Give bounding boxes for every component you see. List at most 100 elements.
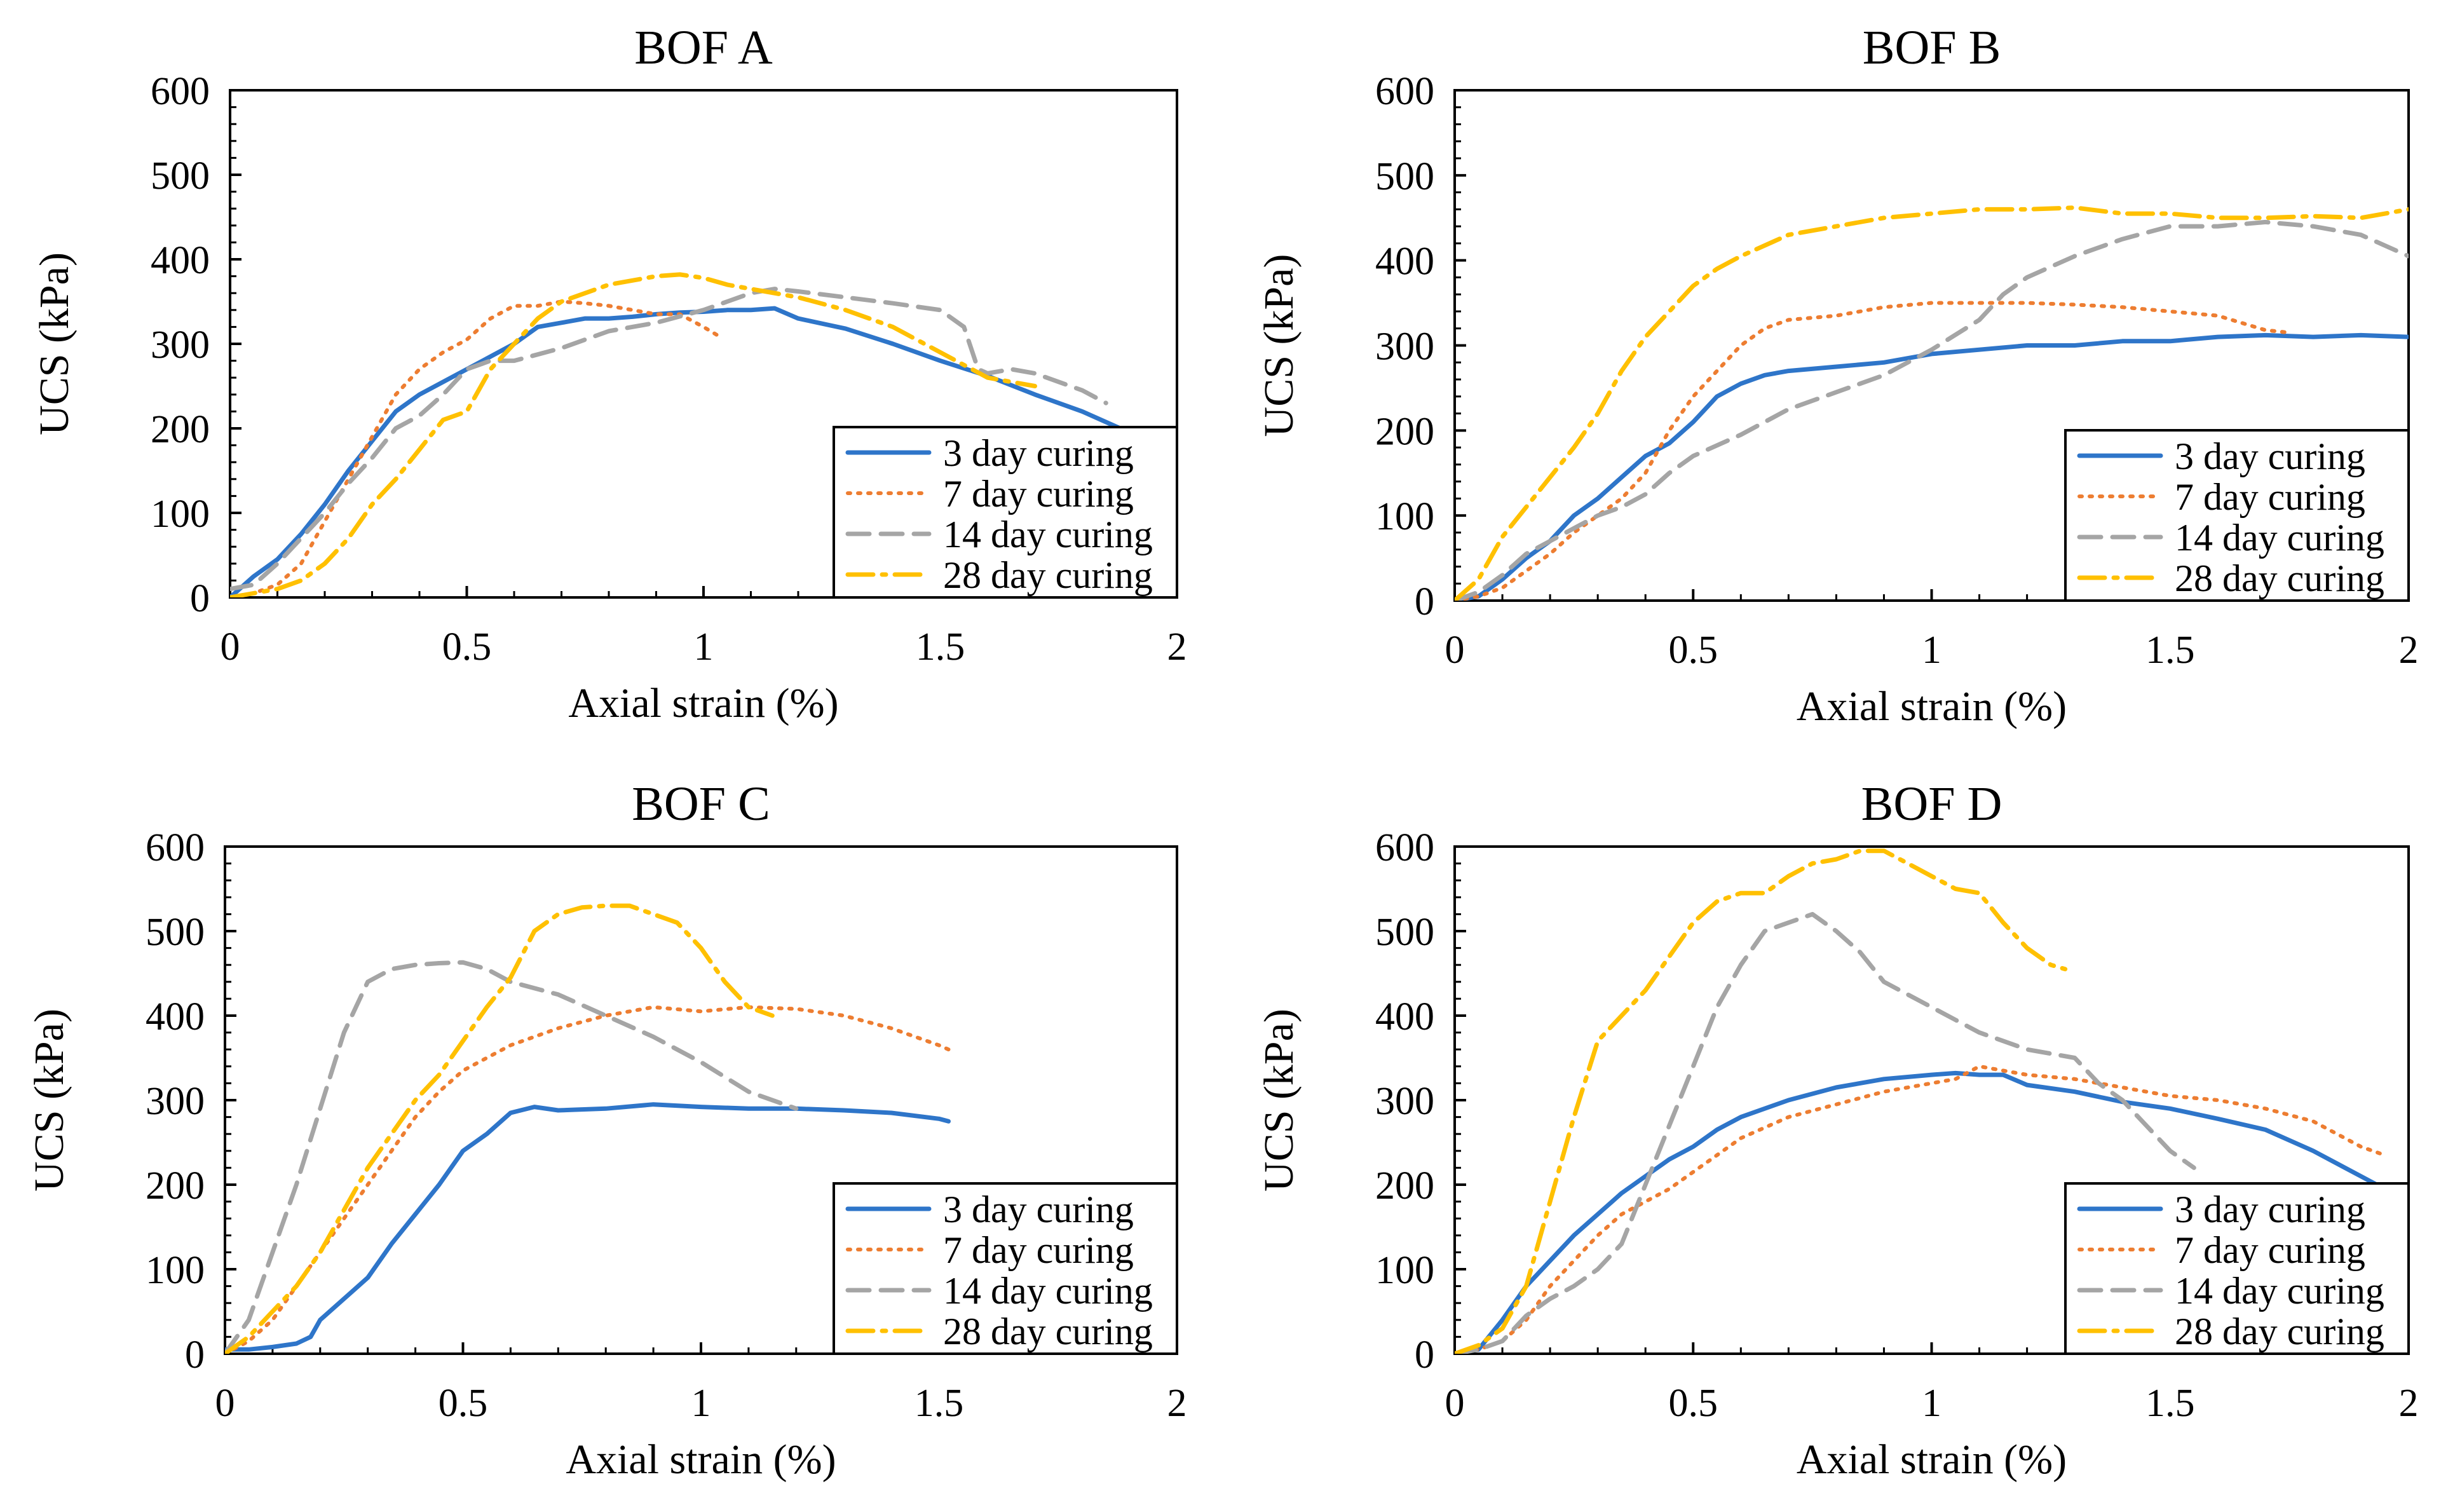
chart-2-series-s7-line [1455,301,2292,601]
chart-4-xtick-label: 2 [2399,1382,2419,1425]
chart-2-title: BOF B [1863,21,2001,74]
chart-4-legend-box [2064,1182,2410,1355]
chart-4-series-s7-line [1455,1064,2387,1354]
chart-3-panel: BOF C 0 100 200 300 400 500 600 0 0.5 1 1.5 2 Axial s… [26,777,1187,1483]
chart-3-xlabel: Axial strain (%) [566,1436,836,1483]
chart-1-ytick-label: 300 [151,324,210,367]
chart-2-xtick-label: 0.5 [1669,629,1718,672]
chart-3-ytick-label: 600 [146,826,205,869]
chart-4-xlabel: Axial strain (%) [1797,1436,2067,1483]
chart-3-xtick-label: 0.5 [439,1382,488,1425]
chart-4-xtick-label: 0 [1445,1382,1465,1425]
chart-4-xtick-label: 1 [1922,1382,1941,1425]
chart-3-legend-label-s28: 28 day curing [943,1311,1153,1352]
chart-1-title: BOF A [634,21,773,74]
chart-3-ylabel: UCS (kPa) [26,1009,72,1192]
chart-2-ytick-label: 500 [1375,155,1434,198]
chart-2-legend-label-s3: 3 day curing [2175,435,2365,477]
chart-4-ytick-label: 200 [1375,1164,1434,1208]
chart-4-ytick-label: 600 [1375,826,1434,869]
chart-2-legend-label-s7: 7 day curing [2175,476,2365,518]
chart-4-panel: BOF D 0 100 200 300 400 500 600 0 0.5 1 1.5 2 Axial s… [1256,777,2419,1483]
chart-2-ylabel: UCS (kPa) [1256,254,1302,437]
chart-3-series-s14-line [225,960,799,1354]
chart-4-legend-label-s28: 28 day curing [2175,1311,2384,1352]
chart-1-series-s14-line [230,287,1108,592]
chart-3-title: BOF C [632,777,770,831]
chart-3-legend-label-s3: 3 day curing [943,1188,1134,1230]
chart-4-ytick-label: 300 [1375,1080,1434,1123]
chart-2-ytick-label: 600 [1375,70,1434,113]
chart-1-xtick-label: 1.5 [916,625,965,669]
chart-3-series-s28-line [225,903,775,1354]
chart-2-xtick-label: 2 [2399,629,2419,672]
chart-2-ytick-label: 200 [1375,410,1434,453]
chart-1-ytick-label: 200 [151,408,210,451]
chart-3-ytick-label: 500 [146,911,205,954]
chart-3-xtick-label: 1.5 [915,1382,964,1425]
chart-3-ytick-label: 400 [146,995,205,1039]
chart-4-ytick-label: 400 [1375,995,1434,1039]
chart-2-xlabel: Axial strain (%) [1797,683,2067,730]
chart-4-series-s28-line [1455,848,2068,1354]
chart-4-title: BOF D [1861,777,2002,831]
chart-1-series-s3-line [230,306,1123,597]
chart-4-series-s14-line [1455,911,2196,1354]
chart-2-series-s28-line [1455,205,2409,601]
chart-3-series-s7-line [225,1005,951,1354]
chart-4-ylabel: UCS (kPa) [1256,1009,1302,1192]
chart-1-ytick-label: 0 [190,577,210,620]
chart-3-xtick-label: 0 [215,1382,235,1425]
chart-1-legend-label-s14: 14 day curing [943,514,1153,555]
chart-2-panel: BOF B 0 100 200 300 400 500 600 0 0.5 1 1.5 2 Axial s… [1256,21,2419,730]
chart-2-ytick-label: 100 [1375,495,1434,538]
chart-2-ytick-label: 300 [1375,325,1434,369]
chart-4-xtick-label: 0.5 [1669,1382,1718,1425]
chart-1-xlabel: Axial strain (%) [568,680,838,726]
chart-3-ytick-label: 300 [146,1080,205,1123]
chart-3-ytick-label: 100 [146,1249,205,1292]
chart-2-xtick-label: 1.5 [2145,629,2195,672]
chart-1-legend-label-s3: 3 day curing [943,432,1134,474]
chart-1-legend-label-s7: 7 day curing [943,473,1134,515]
chart-3-xtick-label: 2 [1167,1382,1187,1425]
chart-2-ytick-label: 0 [1415,580,1434,623]
chart-4-legend-label-s14: 14 day curing [2175,1270,2384,1312]
chart-2-series-s3-line [1455,332,2409,601]
chart-4-legend-label-s3: 3 day curing [2175,1188,2365,1230]
chart-1-ytick-label: 600 [151,70,210,113]
chart-1-ytick-label: 400 [151,239,210,282]
chart-3-ytick-label: 0 [185,1333,205,1377]
chart-3-ytick-label: 200 [146,1164,205,1208]
chart-2-legend-label-s28: 28 day curing [2175,557,2384,599]
chart-3-legend-label-s7: 7 day curing [943,1229,1134,1271]
chart-1-series-s28-line [230,272,1037,597]
chart-2-ytick-label: 400 [1375,240,1434,283]
chart-2-legend-box [2064,429,2410,602]
chart-1-xtick-label: 2 [1167,625,1187,669]
chart-4-legend-label-s7: 7 day curing [2175,1229,2365,1271]
chart-1-ytick-label: 100 [151,493,210,536]
chart-2-xtick-label: 1 [1922,629,1941,672]
chart-4-ytick-label: 0 [1415,1333,1434,1377]
chart-1-xtick-label: 1 [694,625,714,669]
chart-2-legend-label-s14: 14 day curing [2175,517,2384,559]
chart-3-legend-label-s14: 14 day curing [943,1270,1153,1312]
chart-4-ytick-label: 500 [1375,911,1434,954]
chart-1-xtick-label: 0.5 [442,625,492,669]
chart-1-xtick-label: 0 [221,625,240,669]
chart-2-xtick-label: 0 [1445,629,1465,672]
chart-1-ytick-label: 500 [151,154,210,198]
chart-1-series-s7-line [230,299,720,597]
chart-4-xtick-label: 1.5 [2145,1382,2195,1425]
chart-4-series-s3-line [1455,1070,2387,1354]
chart-4-ytick-label: 100 [1375,1249,1434,1292]
chart-1-legend-box [833,426,1178,599]
chart-3-legend-box [833,1182,1178,1355]
